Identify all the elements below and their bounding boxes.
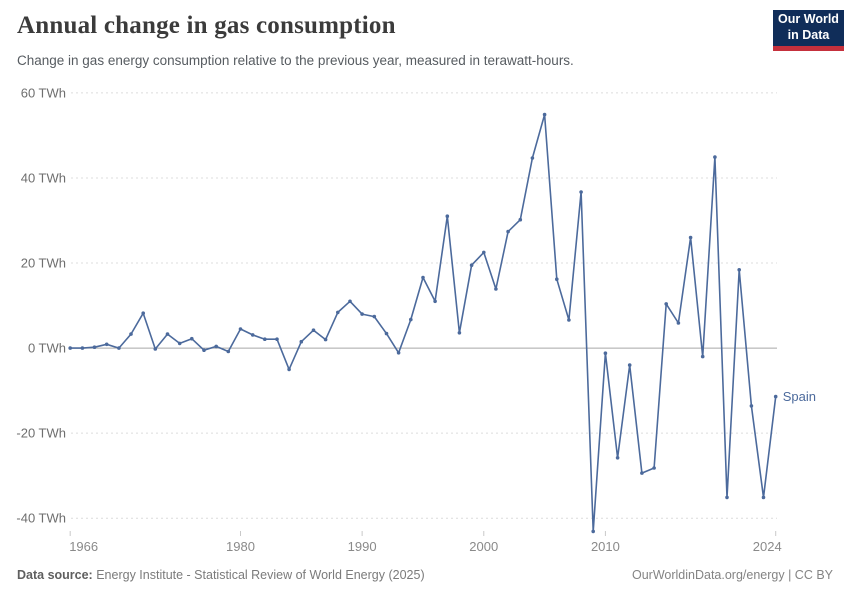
y-axis-label: 20 TWh [21,256,66,271]
data-point-marker[interactable] [141,311,145,316]
datasource-line: Data source: Energy Institute - Statisti… [17,568,425,582]
data-point-marker[interactable] [177,341,182,346]
data-point-marker[interactable] [104,342,109,347]
data-point-marker[interactable] [250,333,255,337]
data-point-marker[interactable] [153,347,158,351]
series-line-spain[interactable] [69,113,777,533]
y-axis-label: 0 TWh [28,341,66,356]
data-point-marker[interactable] [80,346,85,350]
data-point-marker[interactable] [445,214,450,218]
data-point-marker[interactable] [68,346,72,350]
data-point-marker[interactable] [506,229,510,234]
data-point-marker[interactable] [311,328,316,333]
owid-logo-line2: in Data [787,28,830,42]
data-point-marker[interactable] [421,275,425,280]
data-point-marker[interactable] [299,339,304,344]
page-title: Annual change in gas consumption [17,12,396,39]
data-point-marker[interactable] [482,250,486,255]
data-point-marker[interactable] [165,332,170,336]
data-point-marker[interactable] [652,466,656,470]
data-point-marker[interactable] [530,156,535,160]
x-axis-label: 1990 [348,539,377,554]
data-point-marker[interactable] [591,529,595,534]
credit-link[interactable]: OurWorldinData.org/energy | CC BY [631,568,833,582]
data-point-marker[interactable] [384,331,389,336]
data-point-marker[interactable] [676,321,681,325]
data-point-marker[interactable] [603,351,608,356]
x-axis-label: 1966 [69,539,98,554]
data-point-marker[interactable] [457,331,462,335]
data-point-marker[interactable] [737,268,741,272]
data-point-marker[interactable] [749,404,754,408]
x-axis-label: 2024 [753,539,782,554]
y-axis-label: 40 TWh [21,170,66,185]
data-point-marker[interactable] [579,190,583,194]
data-point-marker[interactable] [518,217,523,222]
data-point-marker[interactable] [615,456,620,460]
data-point-marker[interactable] [287,367,291,372]
x-axis-label: 1980 [226,539,255,554]
data-point-marker[interactable] [226,349,231,354]
data-point-marker[interactable] [725,495,729,500]
data-point-marker[interactable] [469,263,474,268]
data-point-marker[interactable] [336,310,340,315]
data-point-marker[interactable] [409,317,413,322]
y-axis-label: -20 TWh [16,426,66,441]
data-point-marker[interactable] [555,277,559,282]
data-point-marker[interactable] [92,345,97,350]
data-point-marker[interactable] [761,495,766,500]
data-point-marker[interactable] [263,337,267,342]
owid-logo: Our World in Data [773,10,844,51]
data-point-marker[interactable] [688,235,693,240]
data-point-marker[interactable] [773,394,778,399]
data-point-marker[interactable] [713,155,717,159]
data-point-marker[interactable] [348,299,352,304]
data-point-marker[interactable] [700,354,705,359]
data-point-marker[interactable] [396,351,401,355]
data-point-marker[interactable] [627,363,632,367]
data-point-marker[interactable] [372,314,377,319]
data-point-marker[interactable] [238,327,243,331]
data-point-marker[interactable] [360,312,364,316]
datasource-text: Energy Institute - Statistical Review of… [96,568,425,582]
data-point-marker[interactable] [542,112,547,117]
data-point-marker[interactable] [214,344,218,349]
data-point-marker[interactable] [275,337,279,342]
data-point-marker[interactable] [664,302,668,306]
chart-subtitle: Change in gas energy consumption relativ… [17,53,574,68]
data-point-marker[interactable] [190,336,194,341]
data-point-marker[interactable] [323,337,328,342]
entity-label-spain[interactable]: Spain [783,389,816,404]
owid-logo-line1: Our World [778,12,839,27]
data-point-marker[interactable] [433,299,437,304]
data-point-marker[interactable] [202,348,206,353]
x-axis-label: 2010 [591,539,620,554]
data-point-marker[interactable] [129,332,133,336]
y-axis-label: 60 TWh [21,85,66,100]
x-axis-label: 2000 [469,539,498,554]
data-point-marker[interactable] [494,287,498,291]
data-point-marker[interactable] [567,318,571,322]
data-point-marker[interactable] [640,471,644,475]
datasource-label: Data source: [17,568,93,582]
data-point-marker[interactable] [117,346,121,350]
y-axis-label: -40 TWh [16,511,66,526]
